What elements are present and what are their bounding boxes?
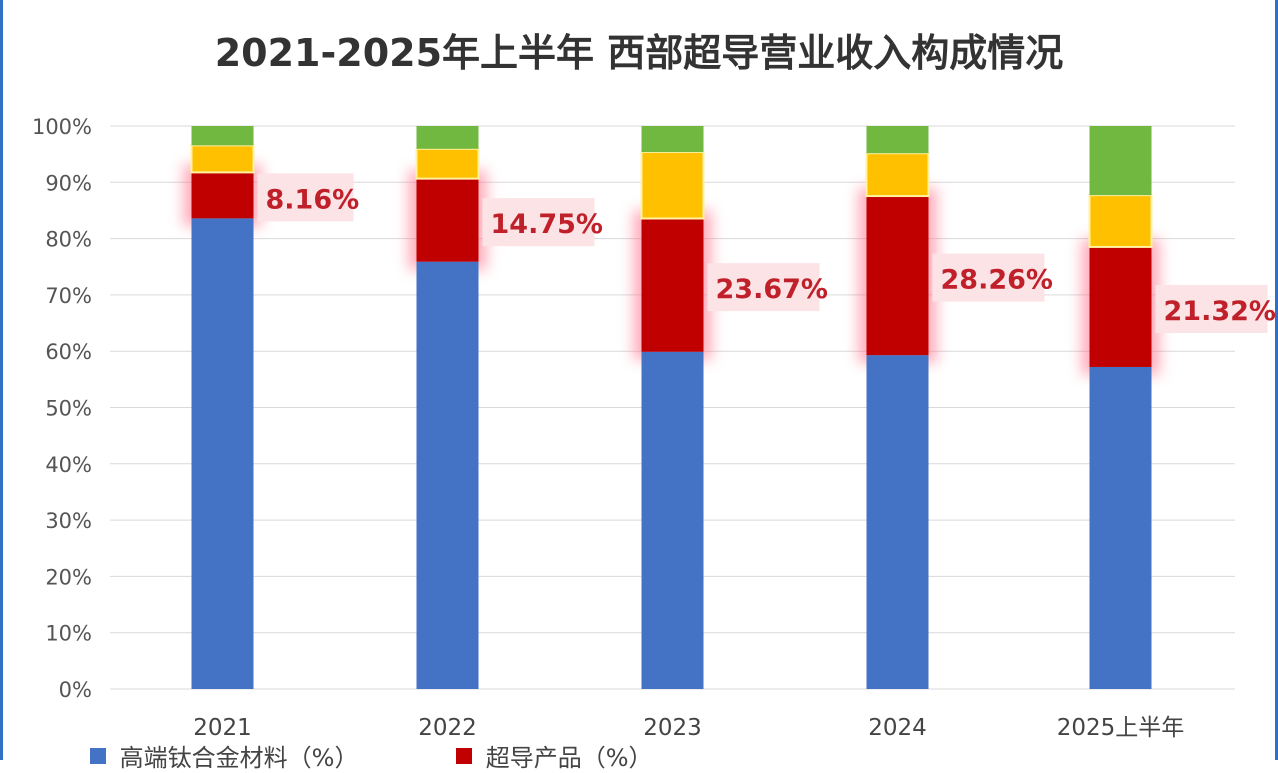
data-label-box [932,253,1045,302]
x-tick-label: 2024 [868,715,927,741]
bar-segment [416,126,479,149]
bar-segment [866,126,929,154]
y-tick-label: 0% [59,678,92,702]
bar-segment [1088,194,1153,248]
legend-swatch-titanium [90,747,106,764]
data-label: 21.32% [1164,296,1276,327]
y-tick-label: 10% [45,622,92,646]
data-label-box [1155,284,1268,333]
bar-segment [191,172,254,219]
y-tick-label: 40% [45,453,92,477]
y-tick-label: 100% [32,115,92,139]
bar-segment [1089,366,1152,689]
x-tick-label: 2021 [193,715,252,741]
bar-segment [866,196,929,356]
y-tick-label: 70% [45,284,92,308]
data-label-box [482,198,595,247]
bar-segment [1089,246,1152,367]
chart-title: 2021-2025年上半年 西部超导营业收入构成情况 [214,31,1064,75]
bar-segment [641,126,704,153]
bar-segment [866,355,929,689]
bar-segment [641,218,704,352]
data-label: 8.16% [266,184,360,215]
data-label-box [257,173,354,222]
data-label: 28.26% [941,265,1053,296]
bar-segment [640,151,705,220]
y-tick-label: 60% [45,340,92,364]
y-tick-label: 30% [45,509,92,533]
data-label-box [707,263,820,312]
y-tick-label: 80% [45,228,92,252]
legend-label-titanium: 高端钛合金材料（%） [119,744,359,772]
bar-segment [641,351,704,689]
legend: 高端钛合金材料（%） 超导产品（%） [90,738,653,773]
x-tick-label: 2022 [418,715,477,741]
data-label: 23.67% [716,274,828,305]
stacked-bar-chart: 0% 10% 20% 30% 40% 50% 60% 70% 80% 90% 100% 2021 8.1… [32,115,1276,741]
bar-segment [865,152,930,198]
legend-label-superconductor: 超导产品（%） [485,744,653,772]
bar-segment [190,144,255,174]
bar-segment [416,178,479,262]
y-tick-label: 20% [45,565,92,589]
legend-swatch-superconductor [456,747,473,764]
bar-segment [415,147,480,180]
x-tick-label: 2023 [643,715,702,741]
x-tick-label: 2025上半年 [1057,715,1185,741]
bar-segment [191,218,254,689]
y-tick-label: 50% [45,397,92,421]
data-label: 14.75% [491,209,603,240]
bar-segment [416,261,479,689]
bar-segment [1089,126,1152,196]
bar-segment [191,126,254,146]
y-tick-label: 90% [45,171,92,195]
